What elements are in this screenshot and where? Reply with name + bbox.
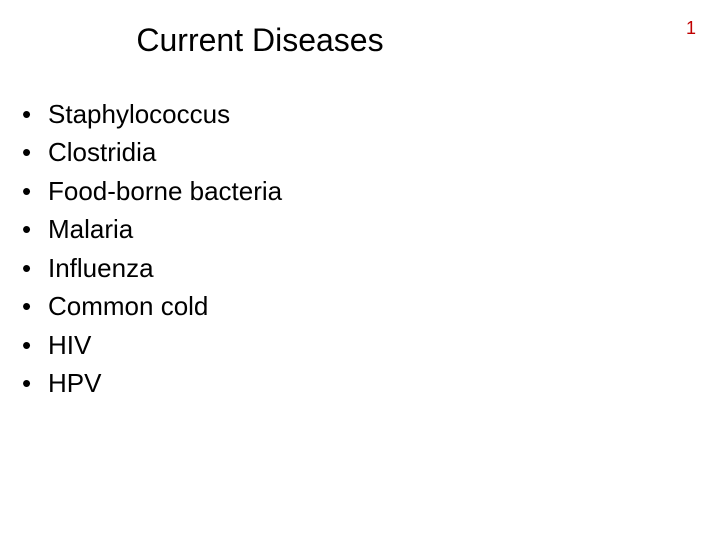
slide-title: Current Diseases — [0, 22, 520, 59]
list-item: •Influenza — [22, 249, 282, 287]
list-item-label: Common cold — [48, 291, 208, 321]
list-item-label: HIV — [48, 330, 91, 360]
bullet-icon: • — [22, 172, 48, 210]
list-item: •Food-borne bacteria — [22, 172, 282, 210]
list-item: •HIV — [22, 326, 282, 364]
list-item-label: HPV — [48, 368, 101, 398]
bullet-icon: • — [22, 133, 48, 171]
list-item-label: Food-borne bacteria — [48, 176, 282, 206]
list-item: •Common cold — [22, 287, 282, 325]
list-item: •Staphylococcus — [22, 95, 282, 133]
bullet-icon: • — [22, 210, 48, 248]
page-number: 1 — [686, 18, 696, 39]
list-item: •HPV — [22, 364, 282, 402]
list-item-label: Malaria — [48, 214, 133, 244]
bullet-icon: • — [22, 326, 48, 364]
list-item: •Clostridia — [22, 133, 282, 171]
bullet-icon: • — [22, 364, 48, 402]
list-item-label: Clostridia — [48, 137, 156, 167]
bullet-icon: • — [22, 95, 48, 133]
bullet-icon: • — [22, 287, 48, 325]
list-item-label: Staphylococcus — [48, 99, 230, 129]
list-item: •Malaria — [22, 210, 282, 248]
list-item-label: Influenza — [48, 253, 154, 283]
bullet-list: •Staphylococcus •Clostridia •Food-borne … — [22, 95, 282, 403]
bullet-icon: • — [22, 249, 48, 287]
